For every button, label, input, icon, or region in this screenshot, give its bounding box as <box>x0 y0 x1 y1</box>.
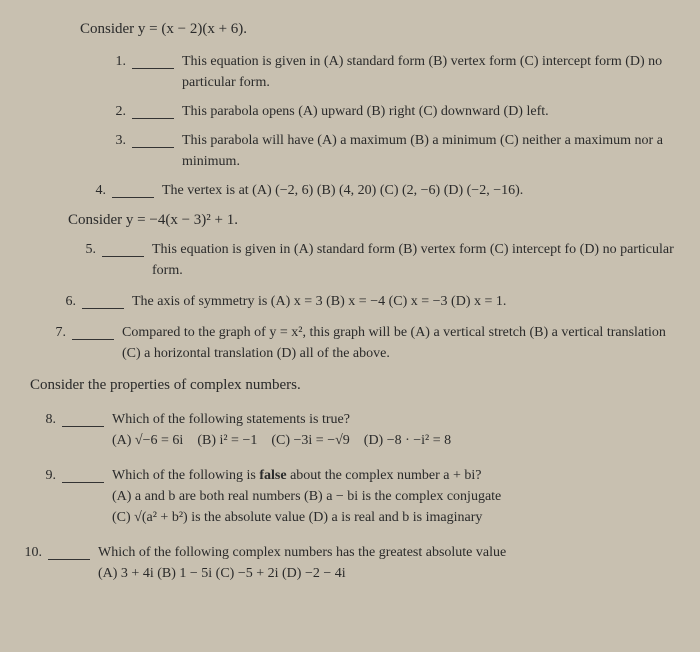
consider-1: Consider y = (x − 2)(x + 6). <box>80 18 690 41</box>
answer-blank <box>112 183 154 198</box>
q8-optC: (C) −3i = −√9 <box>271 433 349 448</box>
question-9: 9. Which of the following is false about… <box>30 465 690 528</box>
q9-l3pre: (C) <box>112 510 134 525</box>
answer-blank <box>62 468 104 483</box>
answer-blank <box>82 294 124 309</box>
q9-sqrt: √(a² + b²) <box>134 510 188 525</box>
q8-optA: (A) √−6 = 6i <box>112 433 183 448</box>
answer-blank <box>48 545 90 560</box>
answer-blank <box>102 242 144 257</box>
question-4: 4. The vertex is at (A) (−2, 6) (B) (4, … <box>80 180 690 201</box>
q9-line2: (A) a and b are both real numbers (B) a … <box>112 489 501 504</box>
answer-blank <box>132 54 174 69</box>
qtext: Which of the following statements is tru… <box>112 409 690 451</box>
qtext: The vertex is at (A) (−2, 6) (B) (4, 20)… <box>162 180 690 201</box>
qtext: The axis of symmetry is (A) x = 3 (B) x … <box>132 291 690 312</box>
question-7: 7. Compared to the graph of y = x², this… <box>40 322 690 364</box>
q9-pre: Which of the following is <box>112 468 259 483</box>
q9-l3post: is the absolute value (D) a is real and … <box>188 510 483 525</box>
question-1: 1. This equation is given in (A) standar… <box>100 51 690 93</box>
consider-2: Consider y = −4(x − 3)² + 1. <box>68 209 690 232</box>
qnum: 1. <box>100 51 130 93</box>
qnum: 7. <box>40 322 70 364</box>
answer-blank <box>72 325 114 340</box>
q10-line2: (A) 3 + 4i (B) 1 − 5i (C) −5 + 2i (D) −2… <box>98 566 346 581</box>
answer-blank <box>132 133 174 148</box>
question-5: 5. This equation is given in (A) standar… <box>70 239 690 281</box>
qnum: 10. <box>16 542 46 584</box>
qnum: 2. <box>100 101 130 122</box>
qtext: This parabola will have (A) a maximum (B… <box>182 130 690 172</box>
question-6: 6. The axis of symmetry is (A) x = 3 (B)… <box>50 291 690 312</box>
answer-blank <box>132 104 174 119</box>
qnum: 3. <box>100 130 130 172</box>
q9-bold: false <box>259 468 286 483</box>
question-8: 8. Which of the following statements is … <box>30 409 690 451</box>
qtext: Compared to the graph of y = x², this gr… <box>122 322 690 364</box>
worksheet-page: Consider y = (x − 2)(x + 6). 1. This equ… <box>0 0 700 608</box>
qtext: This equation is given in (A) standard f… <box>152 239 690 281</box>
question-10: 10. Which of the following complex numbe… <box>16 542 690 584</box>
qtext: This equation is given in (A) standard f… <box>182 51 690 93</box>
q9-post: about the complex number a + bi? <box>287 468 482 483</box>
answer-blank <box>62 412 104 427</box>
consider-3: Consider the properties of complex numbe… <box>30 374 690 397</box>
q8-optD: (D) −8 · −i² = 8 <box>364 433 451 448</box>
qtext: Which of the following complex numbers h… <box>98 542 690 584</box>
question-3: 3. This parabola will have (A) a maximum… <box>100 130 690 172</box>
question-2: 2. This parabola opens (A) upward (B) ri… <box>100 101 690 122</box>
qnum: 8. <box>30 409 60 451</box>
q10-line1: Which of the following complex numbers h… <box>98 545 506 560</box>
q8-line1: Which of the following statements is tru… <box>112 412 350 427</box>
qnum: 5. <box>70 239 100 281</box>
qtext: This parabola opens (A) upward (B) right… <box>182 101 690 122</box>
qnum: 6. <box>50 291 80 312</box>
q8-optB: (B) i² = −1 <box>197 433 257 448</box>
qnum: 4. <box>80 180 110 201</box>
qtext: Which of the following is false about th… <box>112 465 690 528</box>
qnum: 9. <box>30 465 60 528</box>
